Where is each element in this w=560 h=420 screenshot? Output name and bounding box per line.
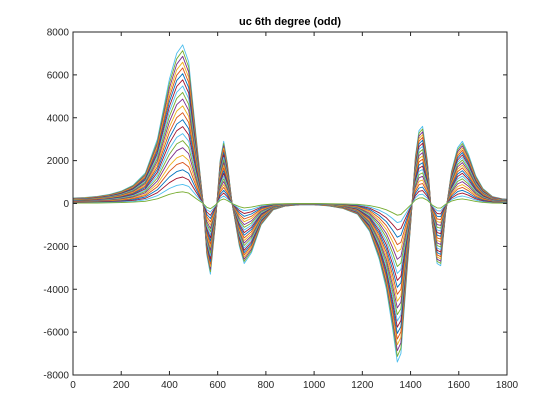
x-tick-label: 200 xyxy=(113,380,130,391)
y-tick-label: -6000 xyxy=(43,328,69,339)
x-tick-label: 1000 xyxy=(303,380,326,391)
axis-ticks: 0 200 400 600 800 1000 1200 1400 1600 1800 -8000 -6… xyxy=(43,28,518,392)
chart-title: uc 6th degree (odd) xyxy=(239,16,341,28)
x-tick-label: 1400 xyxy=(399,380,422,391)
y-tick-label: -2000 xyxy=(43,242,69,253)
x-tick-label: 1200 xyxy=(351,380,374,391)
y-tick-label: 2000 xyxy=(47,156,70,167)
x-tick-label: 400 xyxy=(161,380,178,391)
x-tick-label: 1800 xyxy=(496,380,519,391)
x-tick-label: 1600 xyxy=(448,380,471,391)
series-group xyxy=(72,44,508,363)
series-line-23 xyxy=(73,191,507,216)
y-tick-label: -4000 xyxy=(43,285,69,296)
y-tick-label: 6000 xyxy=(47,70,70,81)
x-tick-label: 0 xyxy=(70,380,76,391)
x-tick-label: 800 xyxy=(258,380,275,391)
y-tick-label: 4000 xyxy=(47,113,70,124)
y-tick-label: -8000 xyxy=(43,371,69,382)
y-tick-label: 8000 xyxy=(47,28,70,39)
y-tick-label: 0 xyxy=(63,199,69,210)
x-tick-label: 600 xyxy=(209,380,226,391)
